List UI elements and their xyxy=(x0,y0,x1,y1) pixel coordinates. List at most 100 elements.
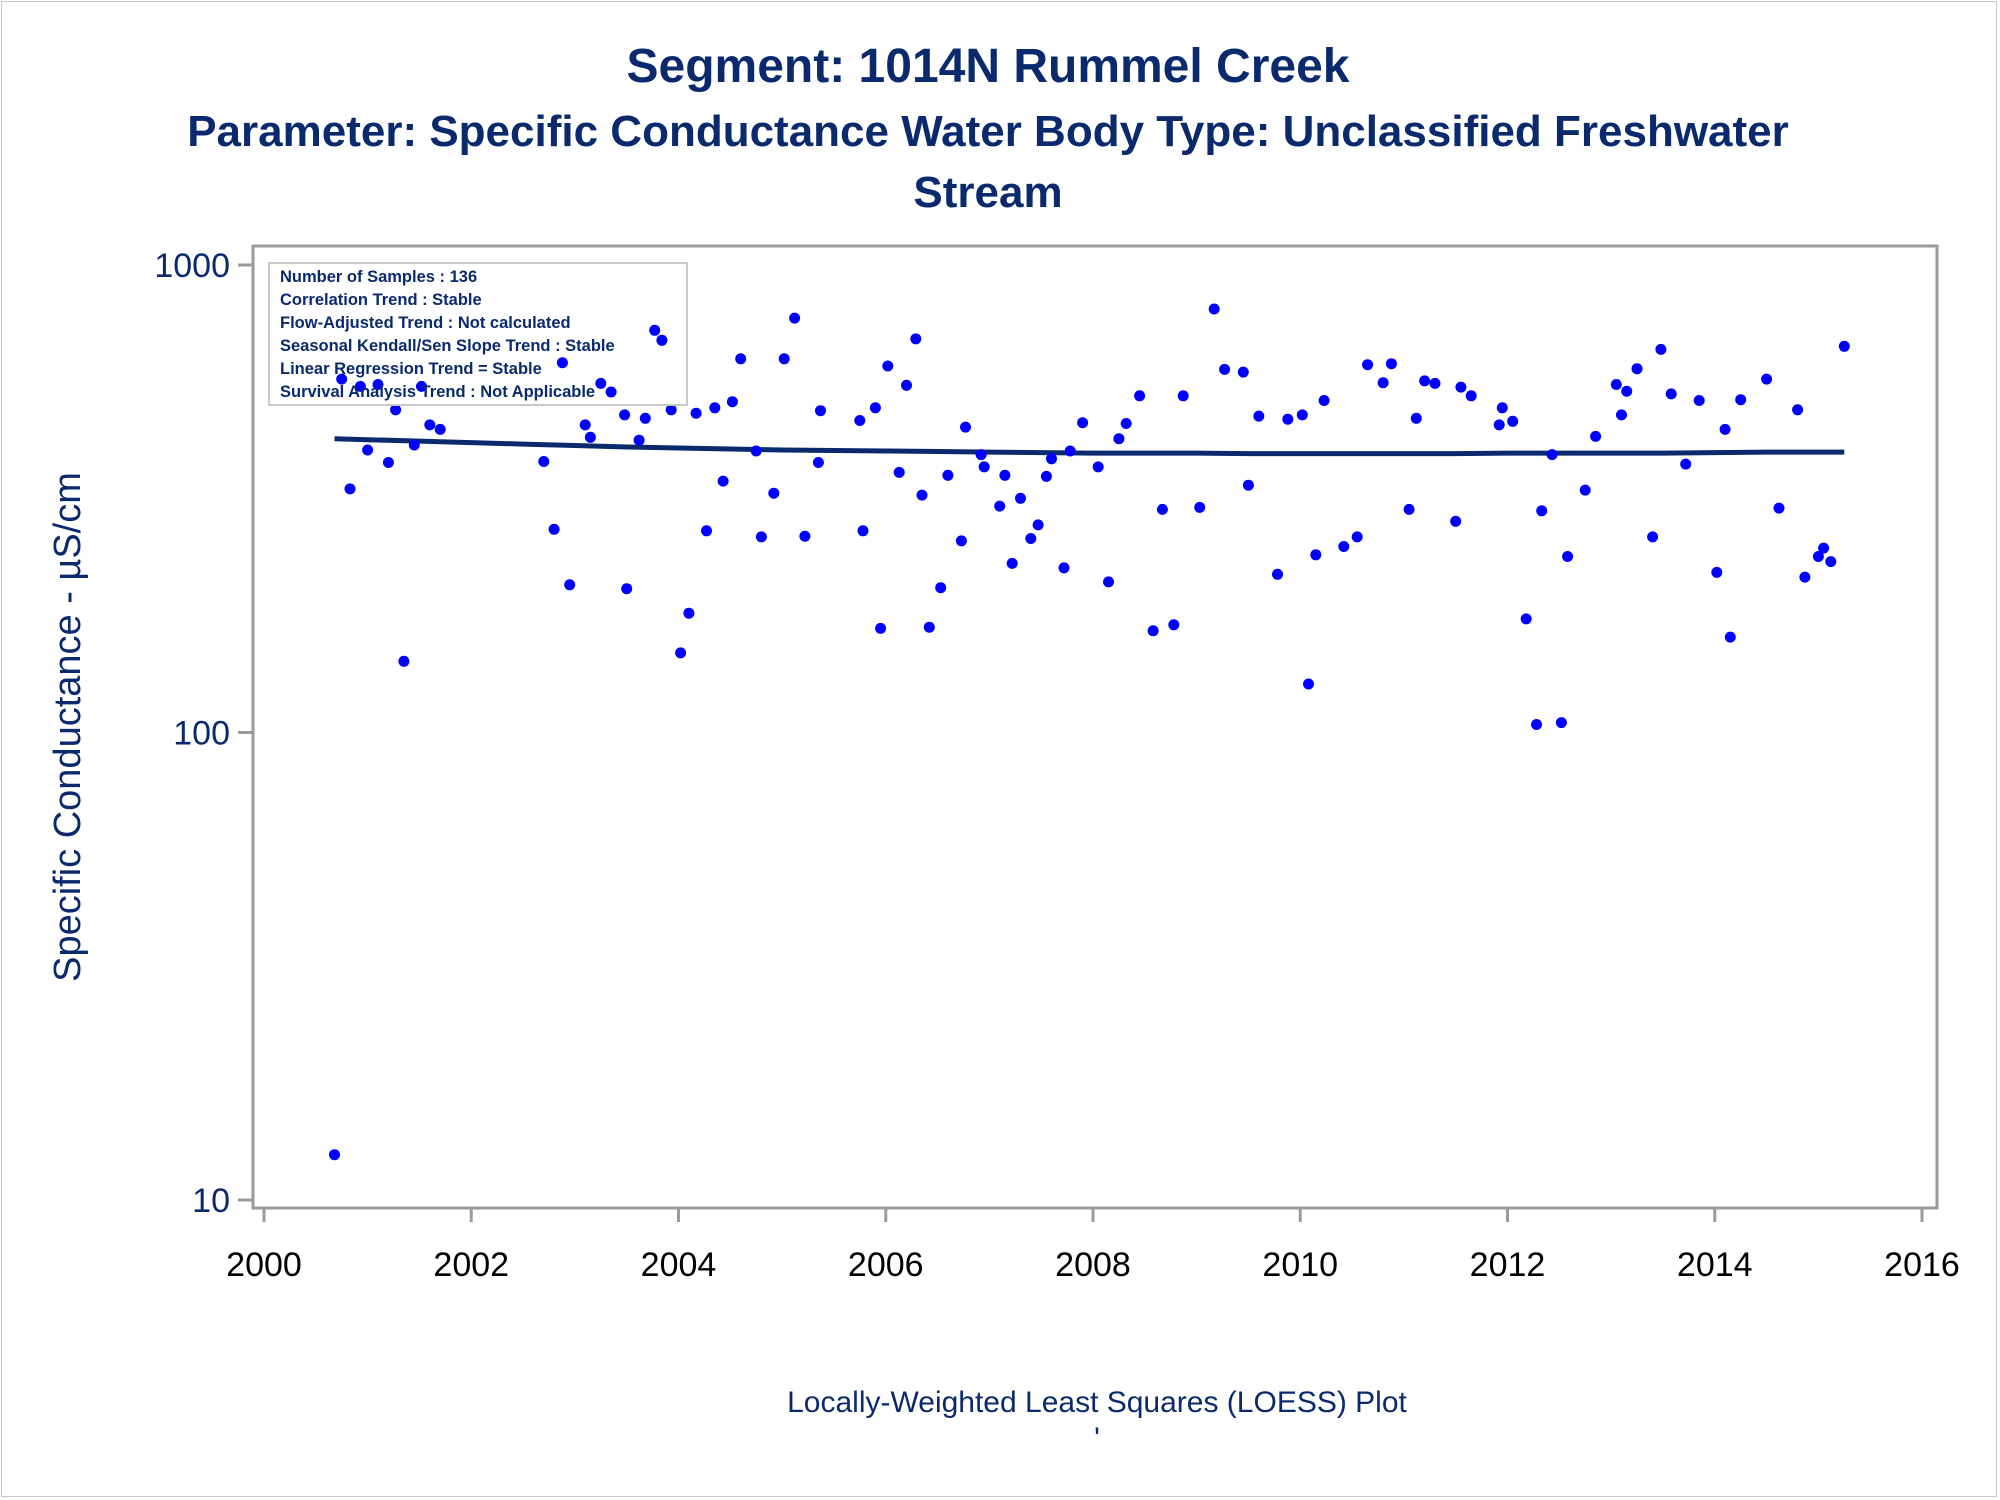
data-point xyxy=(579,419,591,431)
data-point xyxy=(999,469,1011,481)
data-point xyxy=(416,380,427,392)
data-point xyxy=(717,475,729,487)
data-point xyxy=(665,404,677,416)
data-point xyxy=(955,535,967,547)
data-point xyxy=(1496,402,1508,414)
data-point xyxy=(1838,340,1850,352)
data-point xyxy=(1237,366,1249,378)
data-point xyxy=(1693,395,1705,406)
data-point xyxy=(1419,375,1431,387)
chart-footnote-mark: ' xyxy=(1094,1422,1100,1455)
data-point xyxy=(548,523,560,535)
data-point xyxy=(621,583,633,595)
stats-line-survival-analysis: Survival Analysis Trend : Not Applicable xyxy=(280,383,595,401)
data-point xyxy=(1242,479,1254,491)
data-point xyxy=(1546,449,1558,461)
data-point xyxy=(1465,390,1477,402)
data-point xyxy=(1610,379,1622,390)
data-point xyxy=(1168,619,1180,631)
stats-box: Number of Samples : 136 Correlation Tren… xyxy=(268,262,688,406)
data-point xyxy=(408,439,420,451)
stats-line-flow-adjusted: Flow-Adjusted Trend : Not calculated xyxy=(280,314,571,332)
stats-box-border xyxy=(268,262,688,406)
x-tick-label-2010: 2010 xyxy=(1262,1246,1338,1284)
data-point xyxy=(1579,484,1591,496)
data-point xyxy=(1006,557,1018,569)
stats-line-correlation: Correlation Trend : Stable xyxy=(280,291,482,309)
data-point xyxy=(910,333,922,345)
data-point xyxy=(1147,625,1159,637)
data-point xyxy=(1562,551,1574,562)
data-point xyxy=(1616,409,1627,421)
data-point xyxy=(1046,453,1057,465)
data-point xyxy=(398,655,410,667)
data-point xyxy=(633,434,645,446)
y-tick-label-100: 100 xyxy=(173,715,230,753)
data-point xyxy=(382,457,394,468)
data-point xyxy=(1403,503,1415,515)
data-point xyxy=(1520,613,1532,625)
data-point xyxy=(1120,418,1132,429)
data-point xyxy=(556,357,568,369)
data-point xyxy=(1680,458,1692,470)
loess-line xyxy=(334,436,1845,457)
data-point xyxy=(1064,445,1076,457)
data-point xyxy=(935,582,947,594)
data-point xyxy=(1015,492,1026,504)
data-point xyxy=(726,396,738,408)
chart-footnote: Locally-Weighted Least Squares (LOESS) P… xyxy=(787,1386,1407,1419)
series-layer xyxy=(329,303,1850,1161)
data-point xyxy=(605,386,617,398)
data-point xyxy=(701,525,712,537)
data-point xyxy=(923,621,935,633)
data-point xyxy=(994,500,1006,512)
x-tick-label-2002: 2002 xyxy=(433,1246,509,1284)
data-point xyxy=(1282,413,1294,425)
data-point xyxy=(1450,515,1462,527)
data-point xyxy=(1219,363,1231,375)
data-point xyxy=(434,423,446,435)
data-point xyxy=(882,360,894,372)
x-tick-label-2012: 2012 xyxy=(1470,1246,1546,1284)
x-tick-label-2006: 2006 xyxy=(848,1246,924,1284)
data-point xyxy=(778,353,790,365)
data-point xyxy=(1092,461,1104,473)
data-point xyxy=(656,334,668,346)
data-point xyxy=(975,449,987,461)
data-point xyxy=(690,407,702,419)
data-point xyxy=(329,1149,340,1161)
data-point xyxy=(1077,417,1089,429)
data-point xyxy=(1156,503,1168,515)
chart-subtitle-line-2: Stream xyxy=(913,168,1062,217)
y-axis-label: Specific Conductance - µS/cm xyxy=(47,472,89,982)
data-point xyxy=(1799,571,1811,583)
stats-line-samples: Number of Samples : 136 xyxy=(280,268,477,286)
data-point xyxy=(1318,395,1330,406)
data-point xyxy=(649,324,661,336)
data-point xyxy=(1761,373,1773,385)
data-point xyxy=(1303,678,1314,690)
data-point xyxy=(1032,519,1044,531)
data-point xyxy=(1711,566,1723,578)
x-tick-label-2000: 2000 xyxy=(226,1246,302,1284)
data-point xyxy=(735,353,747,365)
x-tick-label-2004: 2004 xyxy=(641,1246,717,1284)
data-point xyxy=(1351,531,1363,543)
data-point xyxy=(1719,423,1731,435)
data-point xyxy=(683,607,695,619)
data-point xyxy=(1621,385,1633,397)
data-point xyxy=(1310,549,1322,561)
data-point xyxy=(1590,430,1602,442)
data-point xyxy=(1631,363,1643,375)
data-point xyxy=(1194,501,1206,513)
data-point xyxy=(1818,542,1830,554)
data-point xyxy=(564,579,576,591)
y-axis: 10 100 1000 xyxy=(154,247,253,1220)
data-point xyxy=(857,525,869,537)
data-point xyxy=(960,421,971,433)
data-point xyxy=(1531,719,1542,730)
data-point xyxy=(1825,556,1837,568)
data-point xyxy=(1103,576,1114,588)
data-point xyxy=(1792,404,1804,416)
